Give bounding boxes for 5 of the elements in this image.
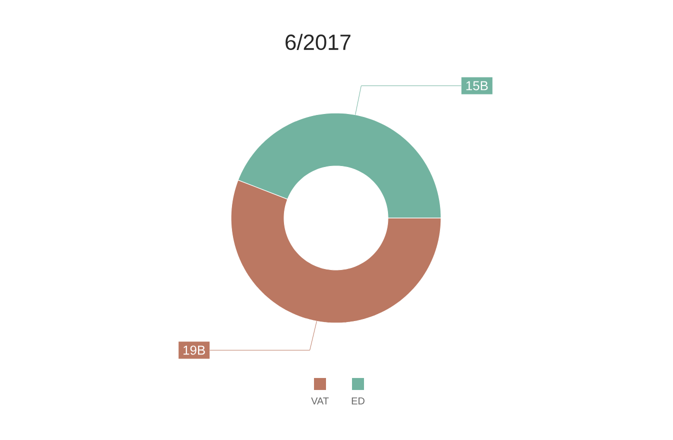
chart-title: 6/2017 bbox=[286, 34, 350, 50]
legend-label: ED bbox=[352, 398, 364, 404]
legend-label: VAT bbox=[311, 398, 329, 404]
data-label: 19B bbox=[184, 346, 205, 355]
data-label: 15B bbox=[466, 81, 488, 90]
